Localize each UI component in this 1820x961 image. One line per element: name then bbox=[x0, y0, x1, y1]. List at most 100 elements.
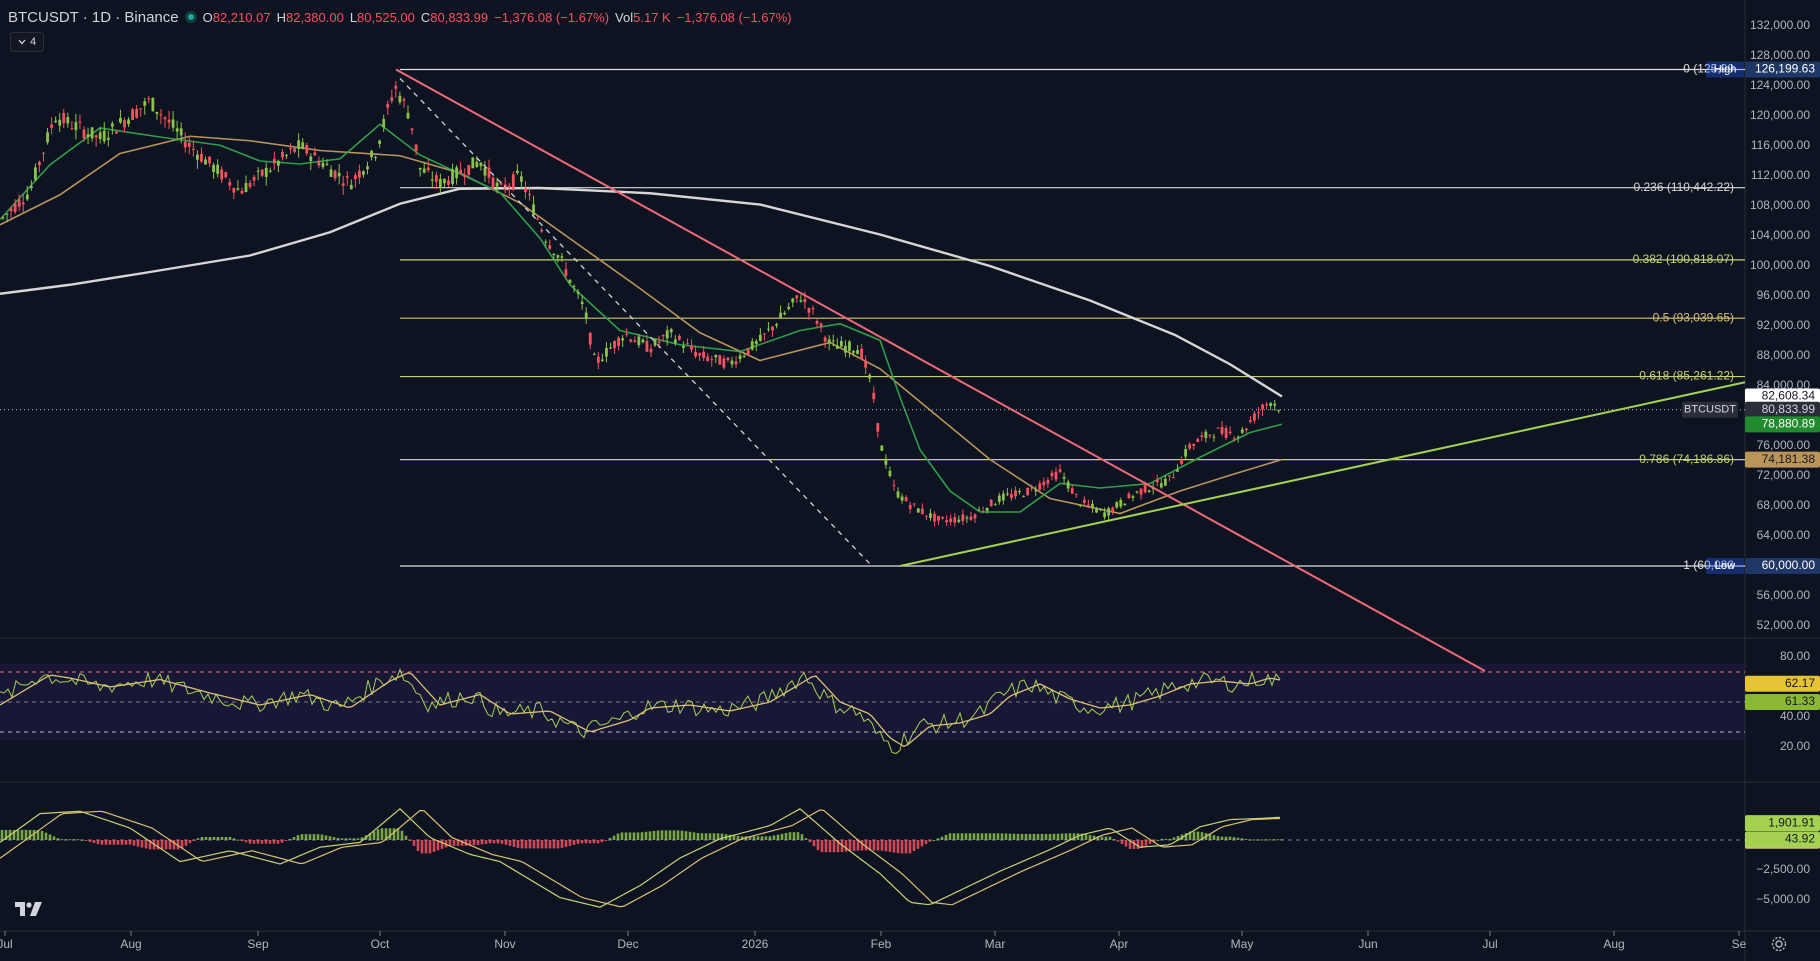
macd-histogram-bar bbox=[204, 836, 208, 840]
macd-histogram-bar bbox=[688, 831, 692, 840]
macd-histogram-bar bbox=[80, 839, 84, 841]
ma50-value-tag: 74,181.38 bbox=[1762, 452, 1816, 466]
candle-body bbox=[285, 155, 288, 157]
macd-histogram-bar bbox=[296, 835, 300, 840]
candle-body bbox=[131, 109, 134, 120]
candle-body bbox=[98, 132, 102, 140]
macd-histogram-bar bbox=[76, 839, 80, 841]
candle-body bbox=[767, 328, 770, 330]
macd-histogram-bar bbox=[608, 837, 612, 840]
rsi-axis-label: 40.00 bbox=[1780, 709, 1810, 723]
candle-body bbox=[179, 128, 183, 136]
macd-histogram-bar bbox=[1200, 832, 1204, 840]
symbol-title[interactable]: BTCUSDT · 1D · Binance bbox=[8, 8, 179, 26]
macd-histogram-bar bbox=[932, 840, 936, 841]
candle-body bbox=[916, 508, 920, 513]
candle-body bbox=[758, 334, 762, 341]
macd-histogram-bar bbox=[0, 829, 4, 840]
candle-body bbox=[447, 180, 450, 185]
macd-histogram-bar bbox=[208, 836, 212, 840]
macd-histogram-bar bbox=[864, 840, 868, 851]
macd-histogram-bar bbox=[72, 839, 76, 841]
candle-body bbox=[807, 308, 811, 313]
macd-histogram-bar bbox=[484, 840, 488, 844]
candle-body bbox=[414, 144, 418, 151]
macd-histogram-bar bbox=[1176, 835, 1180, 840]
candle-body bbox=[13, 203, 17, 213]
macd-histogram-bar bbox=[84, 840, 88, 841]
candle-body bbox=[920, 508, 924, 514]
gear-icon[interactable] bbox=[1770, 935, 1788, 958]
candle-body bbox=[1273, 403, 1277, 406]
candle-body bbox=[839, 341, 843, 347]
candle-body bbox=[677, 336, 681, 340]
macd-histogram-bar bbox=[488, 840, 492, 844]
fib-level-label: 1 (60,080 bbox=[1683, 558, 1734, 572]
ma20-value-tag: 78,880.89 bbox=[1762, 417, 1816, 431]
candle-body bbox=[629, 339, 633, 342]
candle-body bbox=[1066, 481, 1070, 489]
fib-level-label: 0.786 (74,186.86) bbox=[1639, 452, 1734, 466]
candle-body bbox=[592, 354, 596, 356]
macd-histogram-bar bbox=[984, 833, 988, 840]
macd-histogram-bar bbox=[260, 840, 264, 844]
candle-body bbox=[248, 182, 252, 187]
candle-body bbox=[1054, 471, 1058, 480]
indicators-toggle-button[interactable]: 4 bbox=[10, 32, 44, 52]
macd-signal-line bbox=[0, 809, 1281, 908]
candle-body bbox=[1265, 404, 1268, 406]
macd-histogram-bar bbox=[760, 836, 764, 840]
macd-histogram-bar bbox=[472, 840, 476, 846]
macd-histogram-bar bbox=[800, 834, 804, 840]
macd-histogram-bar bbox=[328, 836, 332, 840]
macd-value-tag-1-bg bbox=[1745, 815, 1820, 832]
vol-change-value: −1,376.08 (−1.67%) bbox=[676, 9, 792, 25]
candle-body bbox=[726, 357, 730, 360]
tradingview-logo[interactable] bbox=[14, 900, 44, 923]
macd-histogram-bar bbox=[356, 838, 360, 840]
candle-body bbox=[17, 199, 21, 207]
candle-body bbox=[1119, 499, 1123, 507]
candle-body bbox=[329, 169, 333, 177]
candle-body bbox=[864, 360, 868, 368]
high-value-tag: 126,199.63 bbox=[1755, 62, 1815, 76]
candle-body bbox=[1224, 428, 1228, 438]
candle-body bbox=[321, 162, 325, 168]
macd-value-tag-3-bg bbox=[1745, 831, 1820, 848]
macd-histogram-bar bbox=[104, 840, 108, 845]
price-axis-label: 112,000.00 bbox=[1751, 168, 1810, 182]
price-axis-label: 124,000.00 bbox=[1750, 78, 1810, 92]
candle-body bbox=[819, 323, 823, 327]
macd-histogram-bar bbox=[316, 834, 320, 840]
candle-body bbox=[738, 355, 742, 360]
candle-body bbox=[953, 517, 957, 523]
high-word-tag: High bbox=[1714, 63, 1737, 75]
macd-histogram-bar bbox=[200, 836, 204, 840]
candle-body bbox=[544, 241, 548, 243]
macd-histogram-bar bbox=[60, 839, 64, 841]
candle-body bbox=[1168, 475, 1171, 477]
macd-histogram-bar bbox=[184, 840, 188, 846]
macd-histogram-bar bbox=[20, 829, 24, 840]
candle-body bbox=[1208, 434, 1212, 436]
candle-body bbox=[933, 513, 936, 522]
candle-body bbox=[730, 360, 734, 365]
candle-body bbox=[682, 346, 685, 348]
macd-histogram-bar bbox=[1072, 833, 1076, 840]
candle-body bbox=[580, 301, 584, 305]
macd-histogram-bar bbox=[992, 833, 996, 840]
candle-body bbox=[536, 218, 539, 220]
macd-histogram-bar bbox=[432, 840, 436, 852]
macd-histogram-bar bbox=[248, 840, 252, 844]
macd-histogram-bar bbox=[1016, 833, 1020, 840]
candle-body bbox=[1038, 483, 1042, 490]
candle-body bbox=[876, 423, 880, 432]
candle-body bbox=[426, 167, 430, 171]
candle-body bbox=[309, 156, 313, 162]
macd-histogram-bar bbox=[336, 837, 340, 840]
macd-histogram-bar bbox=[12, 829, 16, 840]
macd-histogram-bar bbox=[280, 840, 284, 843]
downtrend-line bbox=[395, 68, 1486, 672]
macd-histogram-bar bbox=[56, 838, 60, 840]
